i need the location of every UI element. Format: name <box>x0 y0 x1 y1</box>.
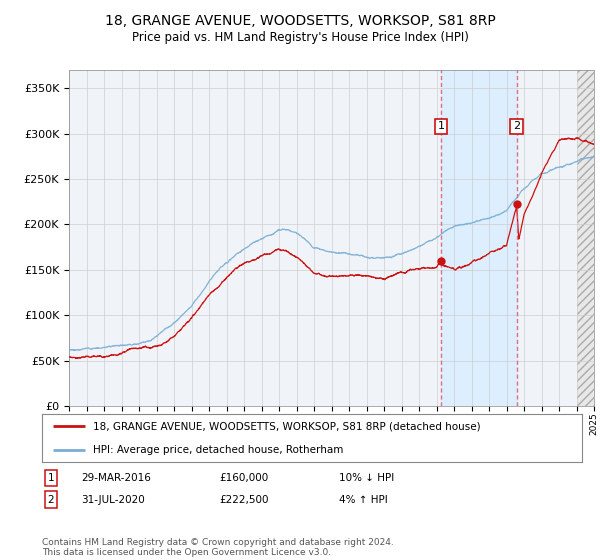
Text: 2: 2 <box>47 494 55 505</box>
Bar <box>577 70 594 406</box>
Text: 4% ↑ HPI: 4% ↑ HPI <box>339 494 388 505</box>
Text: 2: 2 <box>513 122 520 131</box>
Text: £160,000: £160,000 <box>219 473 268 483</box>
Text: Price paid vs. HM Land Registry's House Price Index (HPI): Price paid vs. HM Land Registry's House … <box>131 31 469 44</box>
Text: £222,500: £222,500 <box>219 494 269 505</box>
Text: 10% ↓ HPI: 10% ↓ HPI <box>339 473 394 483</box>
Text: HPI: Average price, detached house, Rotherham: HPI: Average price, detached house, Roth… <box>94 445 344 455</box>
Text: 1: 1 <box>437 122 445 131</box>
Text: 18, GRANGE AVENUE, WOODSETTS, WORKSOP, S81 8RP: 18, GRANGE AVENUE, WOODSETTS, WORKSOP, S… <box>104 14 496 28</box>
Bar <box>441 70 517 406</box>
Text: 29-MAR-2016: 29-MAR-2016 <box>81 473 151 483</box>
Text: Contains HM Land Registry data © Crown copyright and database right 2024.
This d: Contains HM Land Registry data © Crown c… <box>42 538 394 557</box>
Text: 31-JUL-2020: 31-JUL-2020 <box>81 494 145 505</box>
Text: 18, GRANGE AVENUE, WOODSETTS, WORKSOP, S81 8RP (detached house): 18, GRANGE AVENUE, WOODSETTS, WORKSOP, S… <box>94 421 481 431</box>
Text: 1: 1 <box>47 473 55 483</box>
